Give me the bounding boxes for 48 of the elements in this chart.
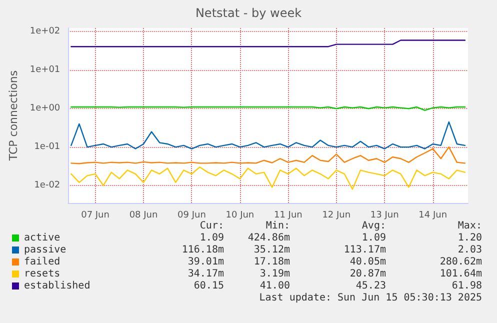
x-tick-label: 12 Jun <box>322 210 351 220</box>
x-tick-label: 09 Jun <box>178 210 206 220</box>
text: 424.86m <box>248 232 290 244</box>
text: 39.01m <box>188 256 224 268</box>
line-series <box>70 166 466 190</box>
line-series <box>70 121 466 150</box>
text: Max: <box>458 220 482 232</box>
text: 280.62m <box>440 256 482 268</box>
text: 3.19m <box>260 268 290 280</box>
text: 2.03 <box>458 244 482 256</box>
text: 41.00 <box>260 280 290 292</box>
y-tick-label: 1e-01 <box>34 142 60 152</box>
text: 1.09 <box>362 232 386 244</box>
text: 1.09 <box>200 232 224 244</box>
chart-title: Netstat - by week <box>195 6 302 20</box>
text: 113.17m <box>344 244 386 256</box>
x-tick-label: 08 Jun <box>129 210 158 220</box>
legend-label: failed <box>24 256 60 268</box>
x-tick-label: 14 Jun <box>418 210 448 220</box>
text: 17.18m <box>254 256 290 268</box>
x-tick-label: 11 Jun <box>274 210 302 220</box>
text: 35.12m <box>254 244 290 256</box>
line-series <box>70 146 466 164</box>
legend-label: active <box>24 232 60 244</box>
y-tick-label: 1e+02 <box>30 26 60 37</box>
text: Avg: <box>362 220 386 232</box>
x-tick-label: 13 Jun <box>370 210 399 220</box>
text: 60.15 <box>194 280 224 292</box>
text: 40.05m <box>350 256 386 268</box>
text: 34.17m <box>188 268 224 280</box>
y-tick-label: 1e+01 <box>30 65 60 76</box>
text: 20.87m <box>350 268 386 280</box>
text: 45.23 <box>356 280 386 292</box>
text: 1.20 <box>458 232 482 244</box>
text: Min: <box>266 220 290 232</box>
text: 61.98 <box>452 280 482 292</box>
legend-label: passive <box>24 244 66 256</box>
y-axis-title: TCP connections <box>7 70 20 162</box>
text: 101.64m <box>440 268 482 280</box>
legend-label: established <box>24 280 90 292</box>
y-tick-label: 1e+00 <box>30 104 60 114</box>
x-tick-label: 10 Jun <box>226 210 254 220</box>
x-tick-label: 07 Jun <box>81 210 110 220</box>
y-tick-label: 1e-02 <box>34 180 60 190</box>
text: 116.18m <box>182 244 224 256</box>
legend-label: resets <box>24 268 60 280</box>
text: Last update: Sun Jun 15 05:30:13 2025 <box>259 292 482 304</box>
text: Cur: <box>200 220 224 232</box>
